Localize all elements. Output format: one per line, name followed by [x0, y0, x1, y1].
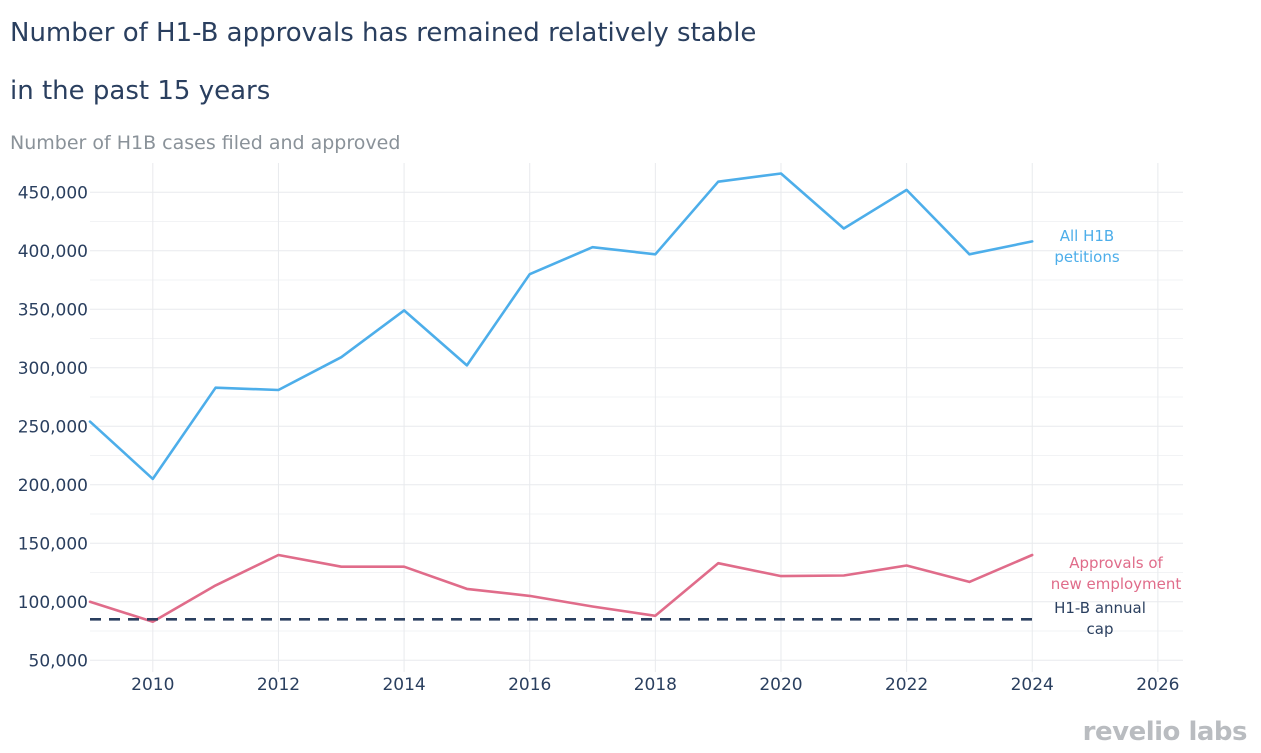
series-annotations: All H1B petitions Approvals of new employme… [1051, 227, 1182, 638]
x-tick-label: 2026 [1136, 675, 1179, 695]
y-axis: 50,000 100,000 150,000 200,000 250,000 300,00… [18, 183, 88, 671]
label-all-h1b-petitions-line: petitions [1054, 248, 1120, 266]
label-h1b-annual-cap: H1-B annual cap [1054, 599, 1146, 638]
chart-subtitle: Number of H1B cases filed and approved [10, 132, 401, 154]
y-tick-label: 400,000 [18, 242, 88, 262]
revelio-labs-logo: revelio labs [1082, 717, 1248, 747]
x-tick-label: 2012 [257, 675, 300, 695]
y-tick-label: 100,000 [18, 593, 88, 613]
label-h1b-annual-cap-line: cap [1087, 620, 1114, 638]
series-approvals-new-employment [88, 553, 1034, 624]
y-tick-label: 50,000 [29, 651, 88, 671]
label-approvals-new-employment-line: Approvals of [1069, 554, 1163, 572]
x-axis: 2010 2012 2014 2016 2018 2020 2022 2024 2026 [131, 675, 1179, 695]
chart-title-line-1: Number of H1-B approvals has remained re… [10, 18, 757, 48]
y-tick-label: 250,000 [18, 417, 88, 437]
x-tick-label: 2018 [634, 675, 677, 695]
x-tick-label: 2022 [885, 675, 928, 695]
x-tick-label: 2010 [131, 675, 174, 695]
y-tick-label: 300,000 [18, 359, 88, 379]
label-h1b-annual-cap-line: H1-B annual [1054, 599, 1146, 617]
chart-title-line-2: in the past 15 years [10, 76, 271, 106]
y-tick-label: 200,000 [18, 476, 88, 496]
y-tick-label: 350,000 [18, 300, 88, 320]
y-tick-label: 450,000 [18, 183, 88, 203]
grid-lines [90, 163, 1183, 672]
label-approvals-new-employment: Approvals of new employment [1051, 554, 1182, 593]
y-tick-label: 150,000 [18, 534, 88, 554]
x-tick-label: 2024 [1011, 675, 1054, 695]
label-all-h1b-petitions-line: All H1B [1060, 227, 1114, 245]
series-all-h1b-petitions [88, 172, 1034, 481]
x-tick-label: 2020 [759, 675, 802, 695]
series-lines [88, 172, 1034, 624]
label-all-h1b-petitions: All H1B petitions [1054, 227, 1120, 266]
label-approvals-new-employment-line: new employment [1051, 575, 1182, 593]
x-tick-label: 2016 [508, 675, 551, 695]
chart-title: Number of H1-B approvals has remained re… [10, 4, 1010, 120]
x-tick-label: 2014 [382, 675, 425, 695]
